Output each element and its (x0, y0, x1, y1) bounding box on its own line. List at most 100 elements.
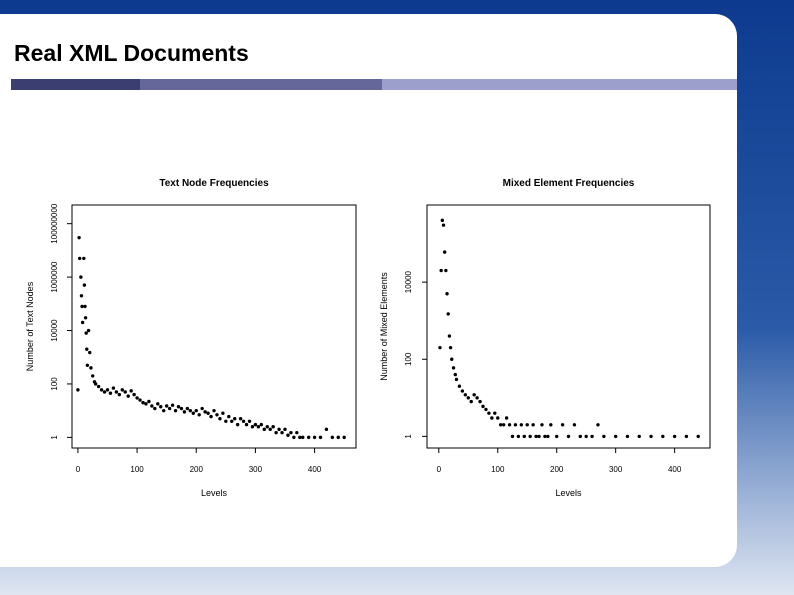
chart-1-data-point (241, 419, 246, 423)
chart-2-data-point (498, 423, 503, 427)
chart-2-x-tick-label: 400 (668, 465, 682, 474)
chart-1-x-tick-label: 0 (76, 465, 81, 474)
slide-title: Real XML Documents (14, 40, 249, 66)
chart-2-data-point (438, 345, 442, 350)
chart-1-data-point (244, 422, 249, 427)
chart-1-data-point (164, 404, 169, 408)
chart-1-data-point (224, 419, 228, 423)
chart-1-data-point (144, 402, 148, 406)
chart-1-data-point (191, 411, 195, 415)
chart-1-data-point (274, 430, 278, 435)
chart-1-data-point (105, 388, 110, 392)
chart-1-data-point (77, 256, 82, 261)
chart-1-data-point (235, 422, 240, 427)
chart-2-data-point (522, 434, 526, 439)
chart-1-data-point (82, 283, 87, 287)
chart-1-y-tick-label: 10000 (50, 319, 59, 342)
chart-1-data-point (197, 413, 201, 417)
chart-1-x-tick-label: 300 (249, 465, 263, 474)
chart-1-data-point (99, 388, 104, 392)
chart-2-data-point (513, 423, 518, 427)
chart-1-data-point (268, 427, 272, 432)
chart-2-data-point (442, 250, 447, 254)
chart-2-x-tick-label: 100 (491, 465, 505, 474)
chart-2-data-point (525, 423, 529, 427)
chart-1-data-point (80, 304, 84, 309)
chart-1-data-point (147, 399, 151, 404)
slide-panel: Real XML Documents (0, 14, 737, 567)
chart-1-data-point (132, 392, 136, 397)
chart-1-title: Text Node Frequencies (159, 178, 269, 189)
chart-1-x-tick-label: 100 (130, 465, 144, 474)
chart-2-data-point (481, 404, 485, 409)
chart-2-x-tick-label: 0 (437, 465, 442, 474)
chart-1-data-point (159, 405, 163, 409)
chart-1-data-point (102, 390, 107, 394)
chart-2-data-point (475, 396, 479, 400)
chart-1-data-point (336, 435, 340, 440)
chart-2-data-point (516, 434, 521, 439)
chart-2-data-point (537, 434, 541, 439)
chart-1-data-point (301, 435, 305, 440)
chart-1-data-point (292, 435, 296, 440)
chart-1-data-point (206, 411, 210, 415)
chart-2-data-point (519, 423, 524, 427)
chart-1-data-point (173, 408, 178, 413)
chart-1-data-point (238, 416, 243, 421)
chart-1-data-point (83, 316, 88, 320)
chart-1-data-point (256, 425, 261, 429)
chart-2-data-point (543, 434, 547, 439)
chart-1-data-point (123, 390, 127, 394)
chart-1-plot-frame (71, 204, 357, 449)
chart-1-data-point (179, 406, 184, 411)
chart-1-data-point (185, 406, 190, 411)
chart-1-data-point (218, 416, 222, 421)
chart-1-data-point (286, 433, 290, 437)
chart-2-data-point (466, 396, 470, 400)
chart-1-data-point (96, 384, 101, 389)
chart-1-data-point (298, 435, 302, 440)
chart-2-data-point (566, 434, 571, 439)
chart-1-data-point (280, 430, 284, 435)
chart-2-data-point (490, 416, 494, 420)
chart-2-data-point (549, 423, 553, 427)
chart-2-data-point (446, 312, 450, 316)
chart-1-data-point (76, 388, 80, 392)
chart-2-data-point (451, 366, 456, 370)
chart-1-data-point (221, 411, 225, 415)
chart-2-data-point (649, 434, 653, 439)
chart-2-data-point (453, 372, 457, 377)
chart-1-data-point (203, 410, 207, 414)
chart-1-data-point (194, 408, 198, 413)
chart-1-data-point (306, 435, 311, 440)
chart-1-data-point (318, 435, 323, 440)
chart-1-data-point (233, 416, 237, 421)
chart-2-x-tick-label: 200 (550, 465, 564, 474)
chart-1-data-point (88, 350, 92, 355)
chart-2-data-point (596, 423, 600, 427)
chart-2-data-point (625, 434, 630, 439)
chart-1-data-point (79, 294, 84, 298)
chart-1-data-point (312, 435, 317, 440)
chart-1-data-point (126, 394, 130, 398)
chart-1-data-point (215, 413, 219, 417)
chart-1-data-point (111, 386, 116, 390)
chart-1-data-point (176, 405, 181, 409)
chart-2-data-point (448, 345, 453, 350)
chart-1-data-point (167, 406, 172, 411)
chart-2-data-point (472, 393, 476, 397)
chart-1-data-point (120, 388, 124, 392)
chart-1-y-tick-label: 100000000 (50, 203, 59, 244)
chart-2-data-point (460, 389, 465, 393)
chart-1-data-point (324, 427, 329, 432)
chart-1-data-point (135, 396, 139, 400)
chart-2-data-point (684, 434, 689, 439)
chart-1-x-tick-label: 400 (308, 465, 322, 474)
chart-2-data-point (672, 434, 677, 439)
chart-2-y-tick-label: 10000 (404, 270, 413, 293)
chart-2-data-point (478, 399, 482, 404)
chart-2-data-point (507, 423, 512, 427)
chart-1-data-point (79, 275, 83, 279)
chart-1-data-point (117, 392, 122, 397)
